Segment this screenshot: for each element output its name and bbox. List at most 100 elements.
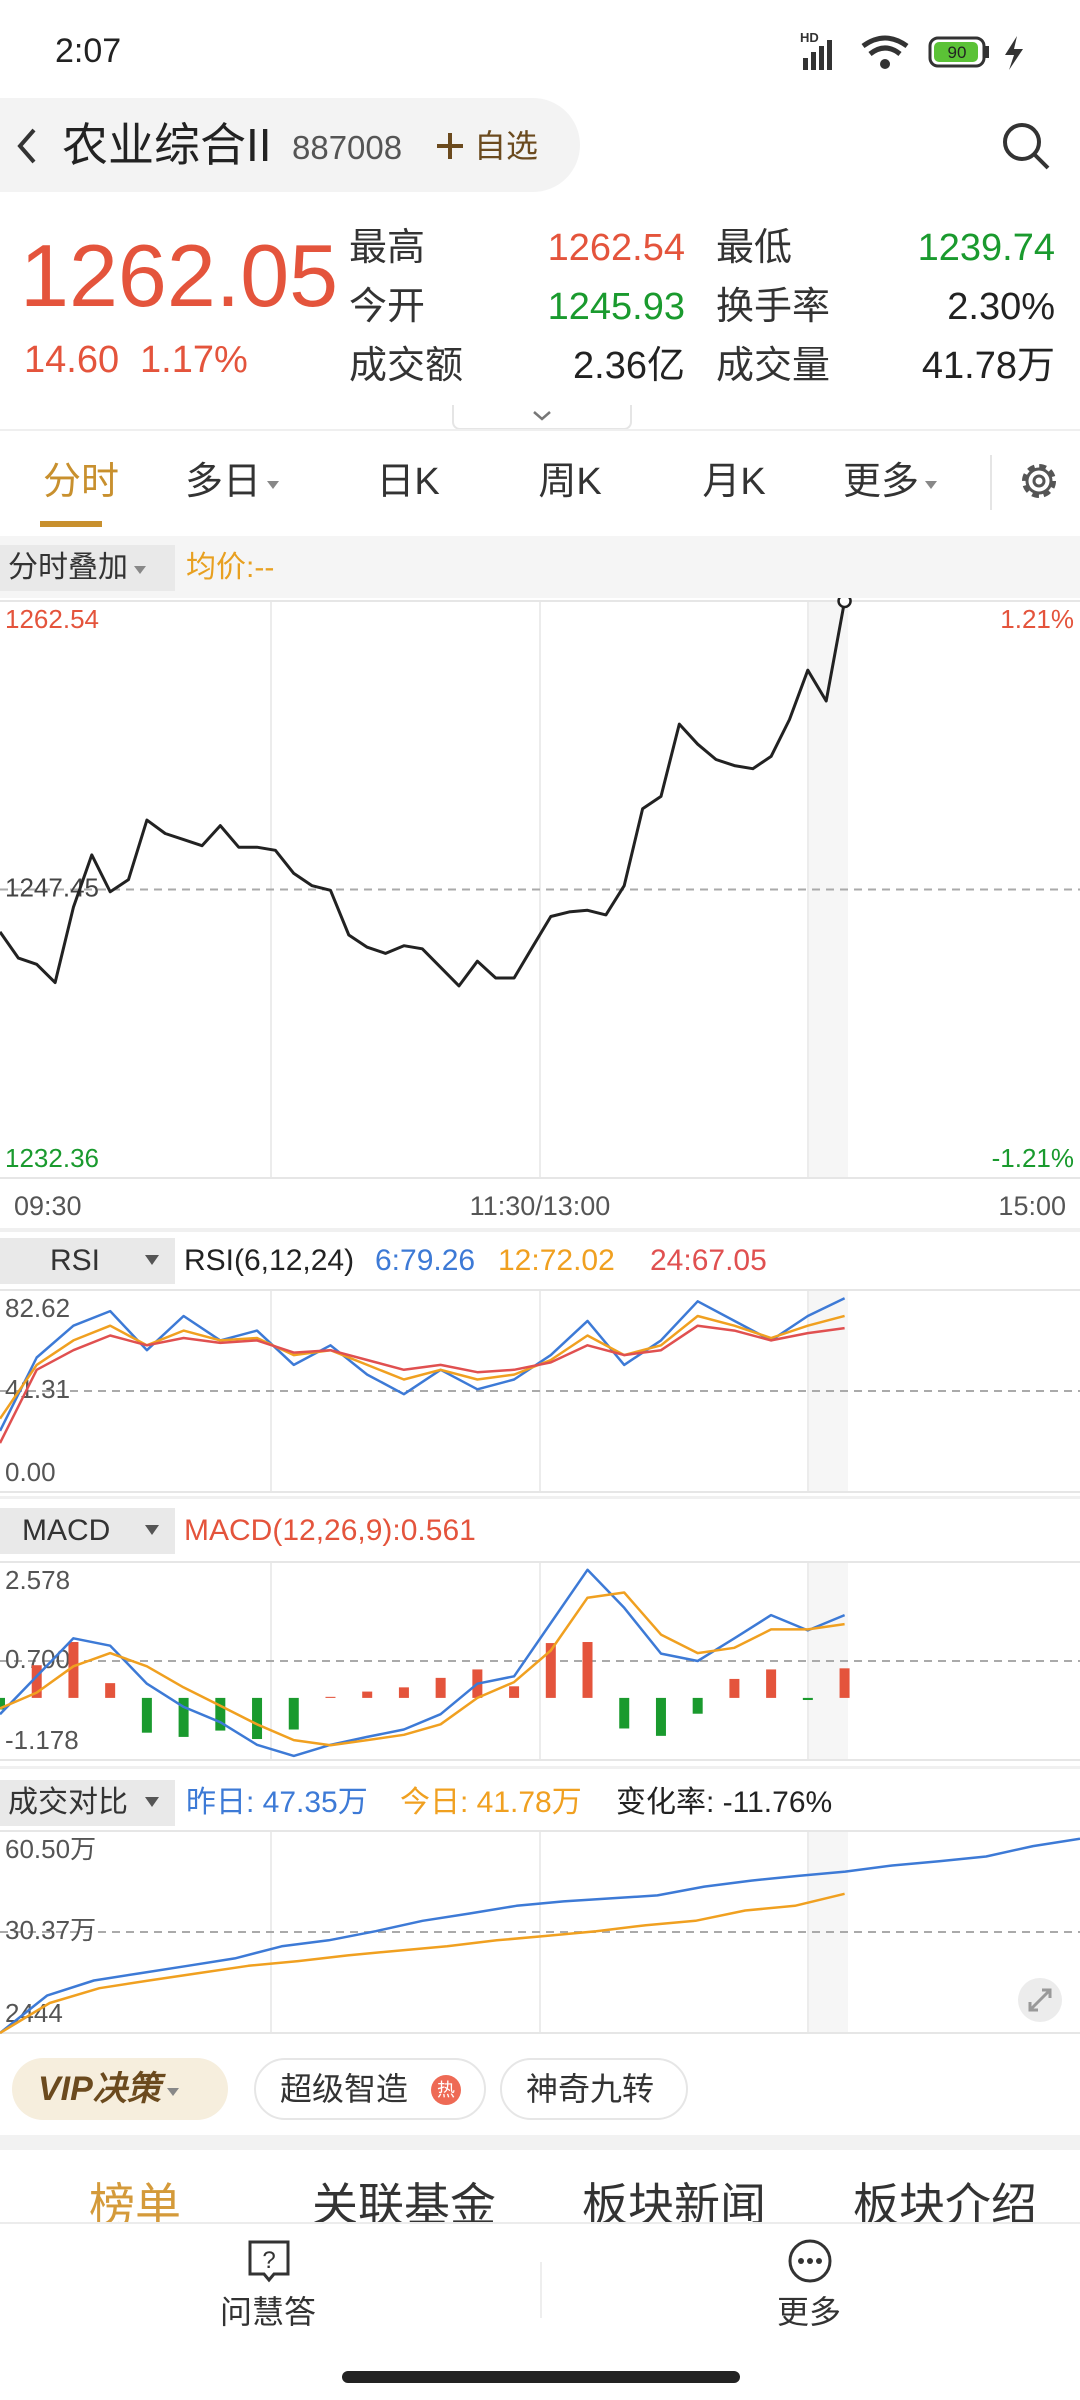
tab[interactable]: 分时 [42, 461, 120, 503]
qa-icon[interactable]: ? [246, 2238, 292, 2284]
tab[interactable]: 周K [538, 461, 602, 503]
search-icon[interactable] [998, 118, 1054, 174]
macd-bar [802, 1697, 813, 1701]
y-tick-label: 30.37万 [5, 1915, 96, 1945]
back-button[interactable] [12, 126, 42, 166]
macd-bar [619, 1697, 630, 1729]
macd-bar [31, 1665, 42, 1698]
nav-label[interactable]: 问慧答 [219, 2294, 317, 2330]
rsi-menu-box[interactable] [0, 1238, 175, 1284]
collapse-handle[interactable] [452, 405, 632, 430]
stat-value: 1245.93 [547, 286, 685, 328]
svg-text:?: ? [262, 2247, 275, 2274]
stat-value: 1262.54 [547, 227, 685, 269]
series-line [0, 1591, 845, 1747]
sector-title: 农业综合II [62, 119, 272, 171]
macd-menu[interactable]: MACD [22, 1514, 111, 1547]
volume-menu-box[interactable] [0, 1780, 175, 1826]
nav-separator [540, 2262, 542, 2318]
stat-label: 成交量 [716, 345, 831, 387]
overlay-menu[interactable]: 分时叠加 [8, 553, 146, 583]
divider [0, 429, 1080, 431]
pct-label: 1.21% [1000, 604, 1074, 634]
sector-code: 887008 [292, 129, 403, 166]
pill[interactable] [254, 2058, 486, 2120]
legend-label: 24:67.05 [650, 1244, 767, 1277]
y-tick-label: 82.62 [5, 1293, 70, 1323]
watch-button[interactable]: 自选 [474, 128, 539, 164]
hot-badge: 热 [431, 2075, 461, 2105]
macd-bar [105, 1683, 116, 1698]
tab[interactable]: 月K [702, 461, 766, 503]
volume-menu[interactable]: 成交对比 [8, 1786, 128, 1819]
stat-label: 成交额 [349, 345, 464, 387]
stat-value: 2.30% [947, 286, 1055, 328]
series-line [0, 1297, 846, 1432]
macd-bar [178, 1697, 189, 1737]
home-indicator [342, 2371, 740, 2383]
stat-label: 最高 [349, 227, 426, 269]
settings-icon[interactable] [1016, 458, 1062, 504]
bottom-tab[interactable]: 榜单 [89, 2179, 181, 2231]
button-label[interactable]: 超级智造 [280, 2071, 409, 2107]
dropdown-arrow [145, 1525, 159, 1535]
pill[interactable] [500, 2058, 688, 2120]
divider [0, 1766, 1080, 1769]
pct-label: -1.21% [992, 1143, 1074, 1173]
macd-menu-box[interactable] [0, 1508, 175, 1554]
status-time: 2:07 [55, 32, 122, 70]
divider [0, 1496, 1080, 1499]
series-line [0, 600, 847, 988]
macd-bar [362, 1691, 373, 1698]
bottom-tab[interactable]: 板块介绍 [853, 2179, 1037, 2231]
tab[interactable]: 日K [376, 461, 440, 503]
macd-bar [68, 1642, 79, 1698]
tab-separator [990, 455, 992, 510]
status-icons: HD 90 [800, 30, 1023, 70]
header-pill [0, 98, 580, 192]
battery-level: 90 [948, 43, 967, 62]
more-icon[interactable] [786, 2237, 834, 2285]
last-point [837, 598, 852, 609]
dropdown-arrow [145, 1255, 159, 1265]
tab[interactable]: 多日 [185, 463, 279, 501]
tab[interactable]: 更多 [843, 463, 937, 501]
nav-label[interactable]: 更多 [776, 2294, 842, 2330]
bottom-tab[interactable]: 板块新闻 [582, 2179, 766, 2231]
macd-bar [0, 1697, 5, 1710]
macd-bar [435, 1677, 446, 1698]
legend-label: 12:72.02 [498, 1244, 615, 1277]
change: 14.60 [24, 339, 120, 381]
macd-bar [252, 1697, 263, 1740]
macd-bar [325, 1696, 336, 1698]
macd-bar [655, 1697, 666, 1736]
y-tick-label: 0.00 [5, 1457, 56, 1487]
y-tick-label: 1262.54 [5, 604, 99, 634]
stat-value: 41.78万 [921, 345, 1055, 387]
add-icon[interactable] [434, 130, 466, 162]
expand-icon[interactable] [1016, 1976, 1064, 2024]
chevron [533, 411, 551, 421]
macd-bar [288, 1697, 299, 1730]
rsi-params: RSI(6,12,24) [184, 1244, 355, 1277]
change-pct: 1.17% [140, 339, 248, 381]
stat-label: 最低 [716, 227, 793, 269]
macd-bar [766, 1669, 777, 1698]
y-tick-label: 2.578 [5, 1565, 70, 1595]
divider [0, 2135, 1080, 2150]
bottom-tab[interactable]: 关联基金 [312, 2179, 496, 2231]
divider [0, 1228, 1080, 1232]
macd-bar [509, 1686, 520, 1698]
vip-button[interactable]: VIP决策 [38, 2072, 179, 2106]
time-label: 09:30 [14, 1191, 82, 1221]
stat-label: 换手率 [716, 286, 831, 328]
series-line [0, 1324, 845, 1444]
legend-label: 6:79.26 [375, 1244, 476, 1277]
button-label[interactable]: 神奇九转 [526, 2071, 655, 2107]
macd-bar [839, 1668, 850, 1698]
time-label: 11:30/13:00 [469, 1191, 611, 1221]
rsi-menu[interactable]: RSI [50, 1244, 101, 1277]
